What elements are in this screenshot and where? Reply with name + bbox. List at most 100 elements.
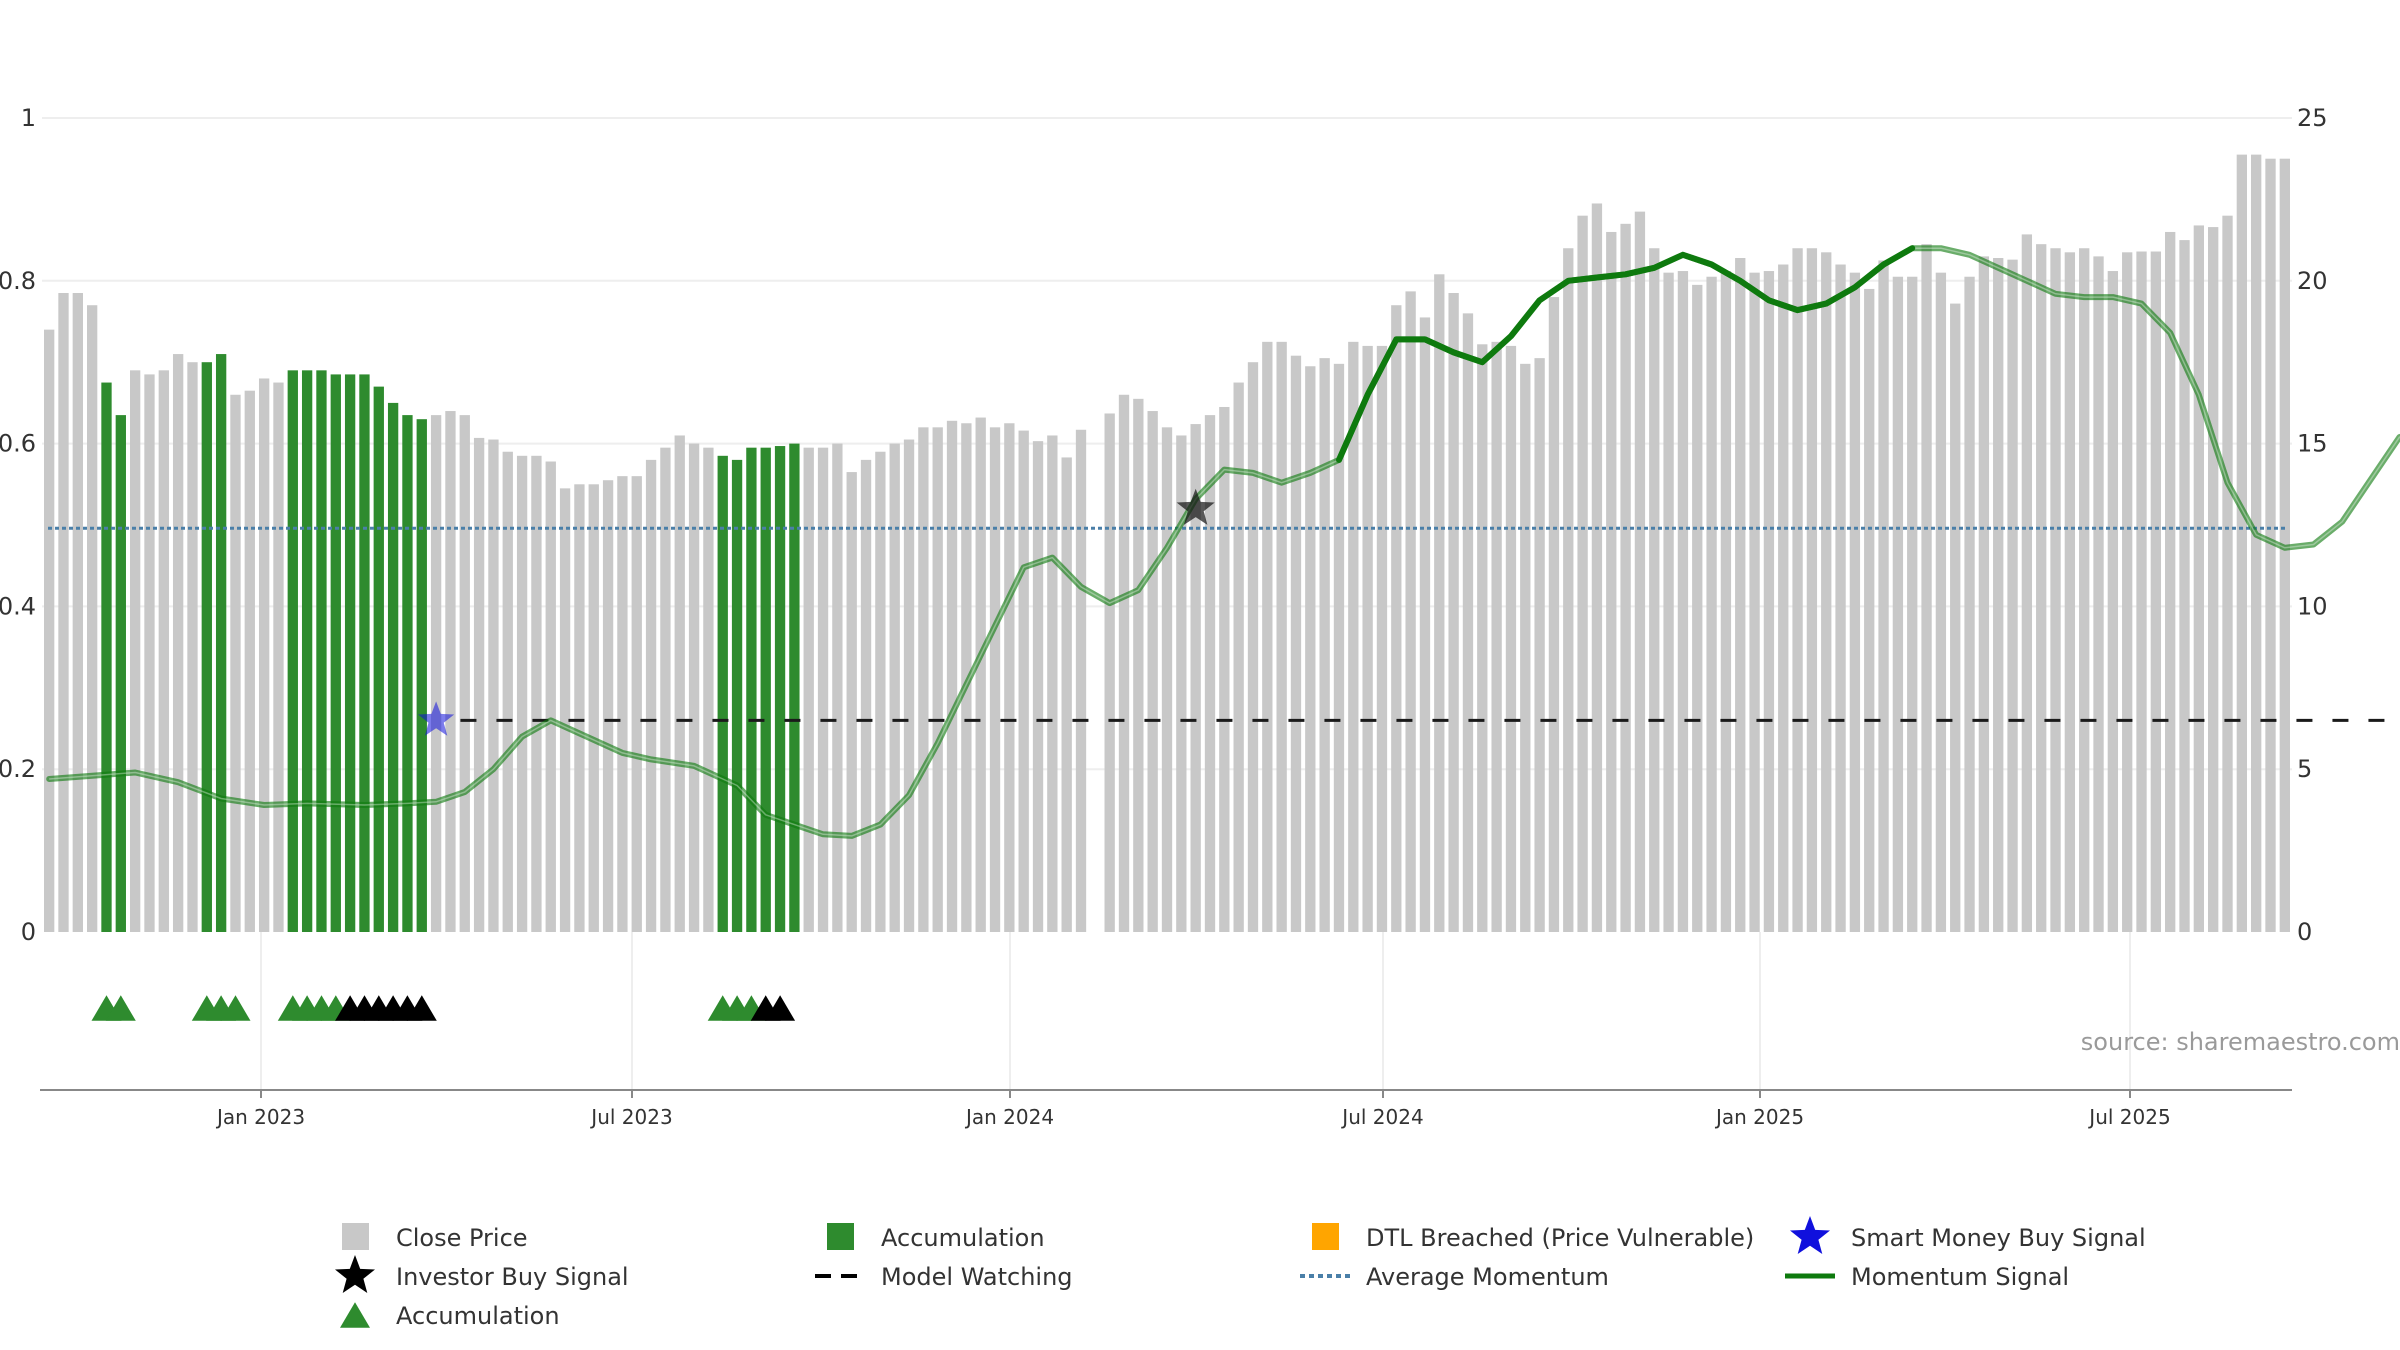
- close-price-bar: [244, 390, 255, 932]
- y-left-tick-label: 0: [21, 918, 36, 946]
- close-price-bar: [1634, 211, 1646, 933]
- close-price-bar: [1892, 276, 1904, 933]
- close-price-bar: [2093, 256, 2104, 932]
- close-price-bar: [1047, 435, 1058, 932]
- legend-star-icon: [1790, 1216, 1830, 1254]
- close-price-bar: [459, 415, 470, 932]
- y-right-tick-label: 25: [2297, 104, 2328, 132]
- close-price-bar: [1419, 317, 1431, 932]
- close-price-bar: [588, 484, 599, 932]
- close-price-bar: [1075, 429, 1087, 932]
- close-price-bar: [631, 476, 642, 932]
- accumulation-bar: [416, 419, 427, 932]
- accumulation-bar: [287, 370, 298, 933]
- accumulation-triangle-dark: [406, 995, 437, 1021]
- source-label: source: sharemaestro.com: [2081, 1028, 2400, 1056]
- close-price-bar: [1950, 303, 1961, 932]
- close-price-bar: [1434, 274, 1445, 933]
- accumulation-triangle: [220, 995, 251, 1021]
- accumulation-bar: [344, 374, 356, 932]
- close-price-bar: [1219, 406, 1230, 933]
- close-price-bar: [703, 447, 714, 932]
- close-price-bars: [44, 154, 2290, 933]
- close-price-bar: [1491, 341, 1502, 933]
- close-price-bar: [430, 415, 442, 932]
- y-right-tick-label: 15: [2297, 430, 2328, 458]
- close-price-bar: [230, 394, 241, 932]
- legend-swatch: [1312, 1223, 1339, 1250]
- close-price-bar: [803, 447, 814, 932]
- close-price-bar: [1004, 423, 1015, 932]
- accumulation-bar: [215, 354, 227, 932]
- close-price-bar: [1735, 258, 1746, 932]
- close-price-bar: [1262, 341, 1273, 933]
- close-price-bar: [1362, 345, 1373, 932]
- close-price-bar: [860, 459, 872, 932]
- x-tick-label: Jan 2023: [215, 1105, 305, 1129]
- close-price-bar: [1505, 345, 1517, 932]
- close-price-bar: [1606, 231, 1617, 932]
- close-price-bar: [660, 447, 671, 932]
- close-price-bar: [875, 451, 886, 932]
- accumulation-bar: [301, 370, 313, 933]
- close-price-bar: [1118, 394, 1130, 932]
- close-price-bar: [1333, 363, 1345, 932]
- x-tick-label: Jan 2025: [1714, 1105, 1804, 1129]
- accumulation-bar: [387, 402, 399, 932]
- close-price-bar: [1276, 341, 1287, 933]
- y-right-tick-label: 20: [2297, 267, 2328, 295]
- close-price-bar: [1907, 276, 1918, 933]
- accumulation-bar: [101, 382, 112, 932]
- close-price-bar: [1477, 344, 1488, 932]
- close-price-bar: [946, 420, 958, 932]
- close-price-bar: [488, 439, 499, 932]
- close-price-bar: [58, 293, 69, 932]
- close-price-bar: [1849, 272, 1861, 932]
- accumulation-bar: [402, 415, 413, 932]
- close-price-bar: [172, 354, 184, 932]
- close-price-bar: [2222, 215, 2233, 932]
- close-price-bar: [602, 480, 614, 932]
- close-price-bar: [1376, 345, 1388, 932]
- close-price-bar: [473, 437, 485, 932]
- close-price-bar: [1835, 264, 1846, 932]
- close-price-bar: [1133, 398, 1144, 933]
- close-price-bar: [1577, 215, 1588, 932]
- legend-label: Momentum Signal: [1851, 1263, 2069, 1291]
- close-price-bar: [2036, 244, 2047, 933]
- legend-label: Close Price: [396, 1224, 528, 1252]
- close-price-bar: [2079, 248, 2090, 933]
- close-price-bar: [1663, 272, 1674, 932]
- close-price-bar: [1720, 271, 1732, 933]
- close-price-bar: [903, 439, 915, 932]
- close-price-bar: [531, 455, 542, 932]
- close-price-bar: [1978, 256, 1990, 932]
- close-price-bar: [817, 447, 829, 932]
- accumulation-bar: [359, 374, 370, 932]
- legend: Close Price Accumulation DTL Breached (Pri…: [335, 1216, 2146, 1330]
- close-price-bar: [1921, 244, 1932, 933]
- close-price-bar: [1935, 272, 1947, 932]
- close-price-bar: [1147, 411, 1158, 932]
- close-price-bar: [961, 423, 972, 932]
- close-price-bar: [2150, 251, 2162, 933]
- accumulation-bar: [746, 447, 757, 932]
- close-price-bar: [1591, 203, 1603, 933]
- close-price-bar: [516, 455, 528, 932]
- close-price-bar: [1534, 358, 1545, 932]
- close-price-bar: [2107, 271, 2119, 933]
- legend-triangle-icon: [340, 1302, 370, 1328]
- momentum-signal-strong: [1336, 245, 1916, 463]
- close-price-bar: [1176, 435, 1187, 932]
- close-price-bar: [1305, 366, 1316, 932]
- accumulation-bar: [717, 455, 728, 932]
- close-price-bar: [832, 443, 843, 932]
- close-price-bar: [1677, 271, 1689, 933]
- close-price-bar: [502, 451, 513, 932]
- close-price-bar: [258, 378, 270, 933]
- close-price-bar: [2064, 252, 2076, 932]
- close-price-bar: [1290, 355, 1302, 932]
- close-price-bar: [1061, 457, 1072, 932]
- x-tick-label: Jul 2025: [2087, 1105, 2170, 1129]
